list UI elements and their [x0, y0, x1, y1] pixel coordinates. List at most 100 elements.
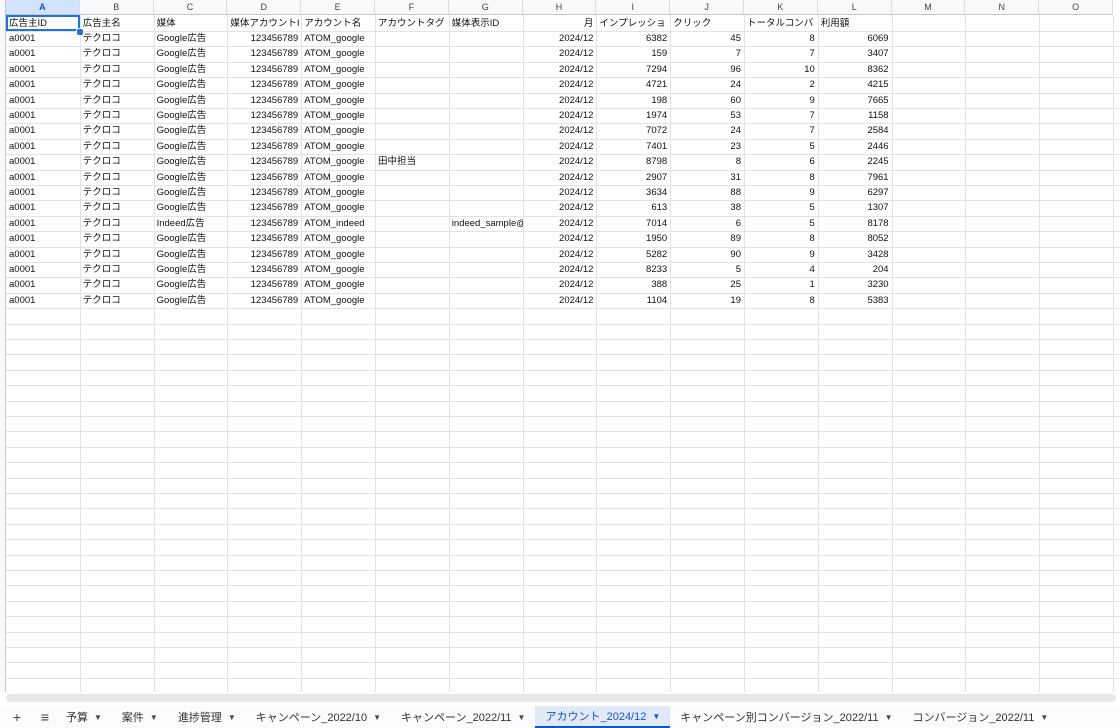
tab-menu-arrow[interactable]: ▼	[517, 712, 526, 722]
column-header[interactable]: D	[227, 0, 302, 15]
cell[interactable]: 2	[809, 79, 815, 91]
cell[interactable]: 2907	[646, 171, 668, 183]
cell[interactable]: 2024/12	[559, 63, 594, 75]
cell[interactable]: 8	[809, 233, 815, 245]
cell[interactable]: 96	[730, 63, 741, 75]
cell[interactable]: a0001	[9, 248, 36, 260]
header-cell[interactable]: 月	[583, 17, 594, 29]
tab-menu-arrow[interactable]: ▼	[227, 712, 236, 722]
cell[interactable]: ATOM_google	[304, 79, 365, 91]
cell[interactable]: Google広告	[156, 32, 207, 44]
cell[interactable]: ATOM_google	[304, 156, 365, 168]
tab-menu-arrow[interactable]: ▼	[149, 712, 158, 722]
cell[interactable]: テクロコ	[82, 156, 121, 168]
column-header[interactable]: A	[6, 0, 80, 15]
cell[interactable]: テクロコ	[82, 109, 121, 121]
cell[interactable]: 1307	[867, 202, 889, 214]
column-header[interactable]: I	[596, 0, 671, 15]
cell[interactable]: 2024/12	[559, 294, 594, 306]
cell[interactable]: 7	[809, 125, 815, 137]
cell[interactable]: 123456789	[250, 294, 299, 306]
cell[interactable]: テクロコ	[82, 294, 121, 306]
cell[interactable]: Google広告	[156, 140, 207, 152]
cell[interactable]: 6382	[646, 32, 668, 44]
cell[interactable]: 6	[809, 156, 815, 168]
cell[interactable]: 123456789	[250, 248, 299, 260]
cell[interactable]: 19	[730, 294, 741, 306]
cell[interactable]: 9	[809, 186, 815, 198]
cell[interactable]: 1974	[646, 109, 668, 121]
cell[interactable]: 8233	[646, 263, 668, 275]
cell[interactable]: 31	[730, 171, 741, 183]
cell[interactable]: 5	[809, 140, 815, 152]
cell[interactable]: 8	[809, 294, 815, 306]
cell[interactable]: 8178	[867, 217, 889, 229]
column-header[interactable]: N	[965, 0, 1040, 15]
cell[interactable]: 8362	[867, 63, 889, 75]
tab-menu-arrow[interactable]: ▼	[652, 711, 661, 721]
sheet-tab[interactable]: キャンペーン_2022/11 ▼	[391, 706, 535, 728]
cell[interactable]: テクロコ	[82, 79, 121, 91]
tab-menu-arrow[interactable]: ▼	[1040, 712, 1049, 722]
header-cell[interactable]: 広告主ID	[9, 17, 48, 29]
header-cell[interactable]: インプレッショ	[599, 17, 666, 29]
cell[interactable]: 198	[651, 94, 668, 106]
cell[interactable]: 7	[735, 48, 741, 60]
cell[interactable]: 4215	[867, 79, 889, 91]
cell[interactable]: 3634	[646, 186, 668, 198]
cell[interactable]: Google広告	[156, 109, 207, 121]
cell[interactable]: 24	[730, 79, 741, 91]
cell[interactable]: 90	[730, 248, 741, 260]
cell[interactable]: ATOM_google	[304, 94, 365, 106]
cell[interactable]: 5	[809, 217, 815, 229]
cell[interactable]: 123456789	[250, 233, 299, 245]
cell[interactable]: ATOM_google	[304, 186, 365, 198]
cell[interactable]: 2024/12	[559, 140, 594, 152]
cell[interactable]: 2024/12	[559, 79, 594, 91]
cell[interactable]: 45	[730, 32, 741, 44]
cell[interactable]: テクロコ	[82, 202, 121, 214]
cell[interactable]: 123456789	[250, 48, 299, 60]
cell[interactable]: Google広告	[156, 202, 207, 214]
cell[interactable]: 8	[735, 156, 741, 168]
cell[interactable]: テクロコ	[82, 63, 121, 75]
cell[interactable]: Google広告	[156, 156, 207, 168]
cell[interactable]: 9	[809, 94, 815, 106]
cell[interactable]: 123456789	[250, 217, 299, 229]
header-cell[interactable]: 広告主名	[82, 17, 121, 29]
cell[interactable]: テクロコ	[82, 248, 121, 260]
column-header[interactable]: E	[301, 0, 375, 15]
column-header[interactable]: C	[153, 0, 228, 15]
cell[interactable]: 24	[730, 125, 741, 137]
column-header[interactable]: M	[891, 0, 966, 15]
cell[interactable]: Google広告	[156, 263, 207, 275]
cell[interactable]: 6297	[867, 186, 889, 198]
cell[interactable]: 5	[735, 263, 741, 275]
cell[interactable]: 123456789	[250, 109, 299, 121]
cell[interactable]: 田中担当	[378, 156, 417, 168]
tab-menu-arrow[interactable]: ▼	[373, 712, 382, 722]
cell[interactable]: Google広告	[156, 63, 207, 75]
cell[interactable]: 123456789	[250, 156, 299, 168]
cell[interactable]: テクロコ	[82, 32, 121, 44]
cell[interactable]: ATOM_google	[304, 140, 365, 152]
cell[interactable]: ATOM_google	[304, 294, 365, 306]
cell[interactable]: 123456789	[250, 171, 299, 183]
cell[interactable]: ATOM_google	[304, 263, 365, 275]
cell[interactable]: 2024/12	[559, 263, 594, 275]
cell[interactable]: テクロコ	[82, 171, 121, 183]
column-header[interactable]: L	[817, 0, 892, 15]
cell[interactable]: 388	[651, 279, 668, 291]
cell[interactable]: a0001	[9, 233, 36, 245]
cell[interactable]: 8052	[867, 233, 889, 245]
cell[interactable]: テクロコ	[82, 186, 121, 198]
cell[interactable]: 2245	[867, 156, 889, 168]
cell[interactable]: 2024/12	[559, 94, 594, 106]
cell[interactable]: 4	[809, 263, 815, 275]
cell[interactable]: 123456789	[250, 186, 299, 198]
cell[interactable]: 1104	[646, 294, 668, 306]
cell[interactable]: ATOM_indeed	[304, 217, 365, 229]
cell[interactable]: テクロコ	[82, 94, 121, 106]
cell[interactable]: 1158	[868, 109, 889, 121]
cell[interactable]: ATOM_google	[304, 63, 365, 75]
